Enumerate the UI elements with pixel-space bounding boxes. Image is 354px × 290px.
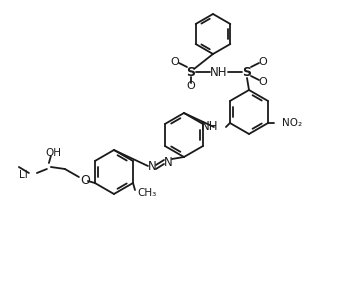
Text: NH: NH [200,121,218,133]
Text: S: S [242,66,251,79]
Text: OH: OH [45,148,61,158]
Text: O: O [259,57,267,67]
Text: S: S [187,66,195,79]
Text: O: O [259,77,267,87]
Text: O: O [187,81,195,91]
Text: Li: Li [18,170,27,180]
Text: N: N [148,160,156,173]
Text: N: N [164,155,172,168]
Text: O: O [80,175,90,188]
Text: NO₂: NO₂ [282,118,302,128]
Text: CH₃: CH₃ [137,188,156,198]
Text: NH: NH [210,66,228,79]
Text: O: O [171,57,179,67]
